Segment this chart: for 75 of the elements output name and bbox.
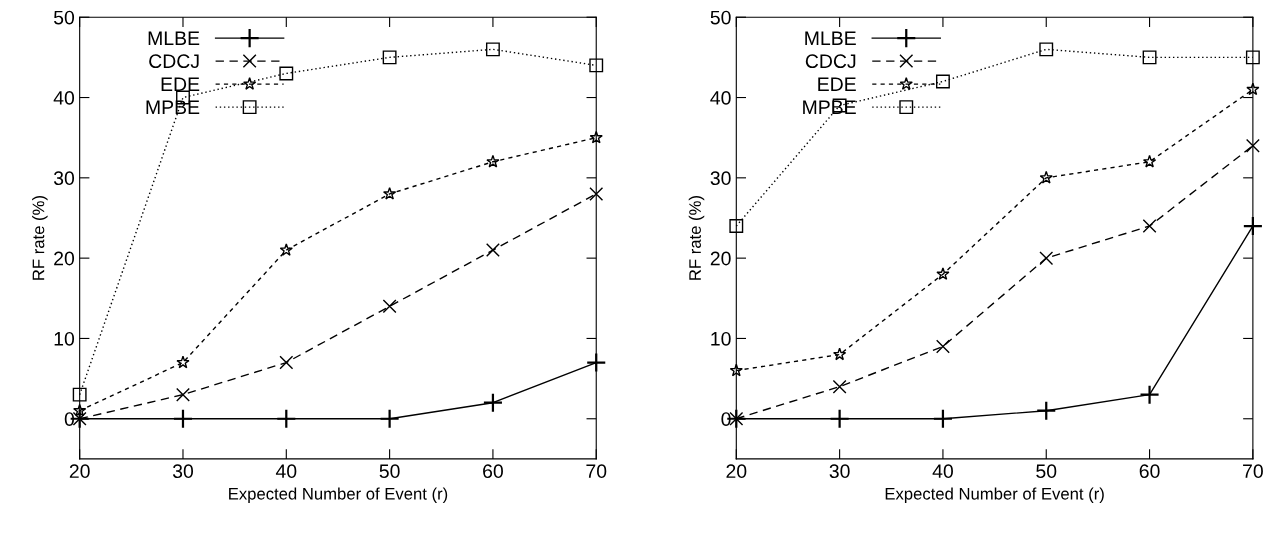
point — [936, 267, 950, 280]
legend-label: MPBE — [146, 100, 200, 114]
point — [1245, 138, 1260, 153]
x-tick-label: 40 — [932, 464, 953, 479]
x-tick-label: 30 — [172, 464, 194, 479]
point — [729, 363, 743, 377]
point — [1246, 82, 1260, 96]
x-tick-label: 50 — [1036, 464, 1057, 479]
y-tick-label: 10 — [54, 331, 75, 346]
legend-label: CDCJ — [805, 54, 856, 69]
x-tick-label: 70 — [586, 464, 607, 479]
point — [482, 392, 504, 413]
point — [176, 355, 190, 369]
x-tick-label: 20 — [69, 464, 90, 479]
point — [935, 74, 950, 89]
y-tick-label: 50 — [53, 10, 75, 25]
x-tick-label: 60 — [483, 464, 503, 479]
point — [382, 186, 397, 200]
x-tick-label: 70 — [1243, 464, 1263, 479]
point — [485, 42, 500, 57]
point — [832, 347, 847, 361]
point — [1139, 384, 1160, 405]
y-tick-label: 10 — [711, 331, 731, 346]
point — [1039, 251, 1054, 266]
legend-label: MLBE — [148, 31, 200, 45]
point — [485, 243, 500, 258]
y-tick-label: 0 — [721, 412, 731, 426]
x-tick-label: 40 — [275, 464, 297, 479]
point — [729, 219, 744, 233]
point — [832, 379, 847, 394]
y-tick-label: 0 — [64, 412, 75, 426]
legend-label: CDCJ — [149, 54, 199, 69]
point — [589, 58, 604, 73]
y-tick-label: 30 — [710, 171, 731, 186]
legend-label: MLBE — [805, 31, 856, 45]
point — [1039, 170, 1053, 184]
point — [276, 408, 297, 429]
point — [382, 50, 397, 65]
point — [1039, 42, 1054, 57]
point — [932, 408, 954, 429]
point — [1245, 50, 1260, 65]
x-tick-label: 20 — [726, 464, 747, 479]
y-axis-title: RF rate (%) — [688, 196, 705, 280]
y-tick-label: 20 — [54, 251, 75, 266]
point — [1142, 219, 1157, 233]
y-tick-label: 20 — [710, 251, 731, 266]
x-tick-label: 30 — [829, 464, 850, 479]
point — [586, 352, 607, 373]
y-tick-label: 40 — [710, 90, 731, 105]
point — [176, 387, 190, 402]
legend-label: EDE — [818, 77, 856, 91]
point — [382, 299, 397, 314]
x-axis-title: Expected Number of Event (r) — [885, 487, 1104, 503]
y-tick-label: 40 — [53, 90, 75, 105]
point — [1142, 50, 1157, 65]
point — [379, 408, 400, 429]
point — [486, 154, 500, 168]
y-axis-title: RF rate (%) — [32, 196, 48, 280]
x-tick-label: 50 — [379, 464, 400, 479]
point — [829, 408, 850, 429]
point — [279, 243, 293, 256]
point — [72, 387, 87, 402]
x-tick-label: 60 — [1139, 464, 1160, 479]
point — [1142, 154, 1157, 168]
point — [589, 130, 603, 144]
point — [589, 186, 604, 201]
point — [935, 339, 950, 354]
point — [1036, 400, 1057, 421]
legend-label: EDE — [161, 77, 200, 91]
x-axis-title: Expected Number of Event (r) — [229, 487, 448, 503]
point — [172, 408, 194, 429]
point — [279, 355, 294, 370]
y-tick-label: 30 — [53, 171, 75, 186]
y-tick-label: 50 — [710, 10, 731, 25]
point — [279, 66, 294, 81]
